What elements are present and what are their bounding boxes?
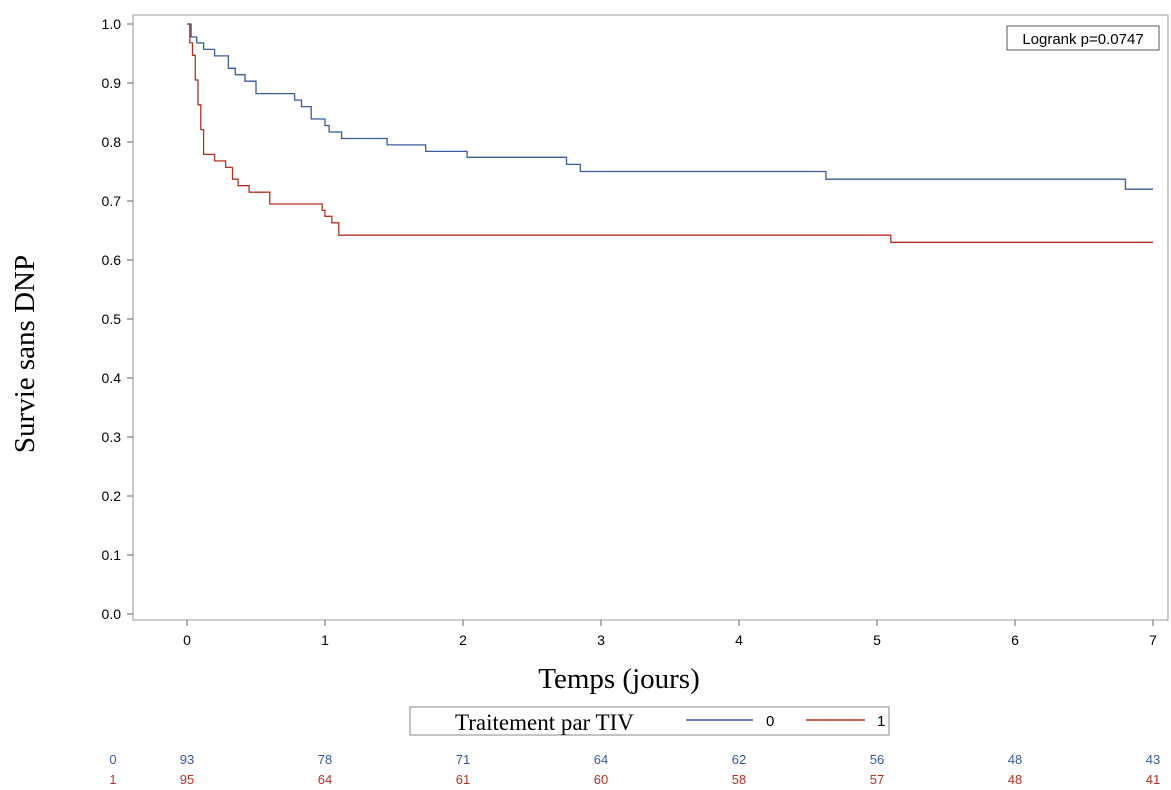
y-tick-label: 0.8 bbox=[102, 134, 122, 150]
y-tick-label: 0.9 bbox=[102, 75, 122, 91]
y-tick-label: 0.1 bbox=[102, 547, 122, 563]
x-tick-label: 5 bbox=[873, 632, 881, 648]
x-tick-label: 7 bbox=[1149, 632, 1157, 648]
risk-count: 48 bbox=[1008, 772, 1022, 787]
logrank-text: Logrank p=0.0747 bbox=[1022, 31, 1143, 48]
survival-curves bbox=[187, 23, 1153, 243]
risk-count: 95 bbox=[180, 772, 194, 787]
risk-count: 58 bbox=[732, 772, 746, 787]
legend: Traitement par TIV 0 1 bbox=[409, 706, 890, 736]
x-tick-label: 0 bbox=[183, 632, 191, 648]
risk-row-label: 1 bbox=[109, 772, 116, 787]
y-tick-label: 0.0 bbox=[102, 606, 122, 622]
risk-count: 57 bbox=[870, 772, 884, 787]
risk-count: 41 bbox=[1146, 772, 1160, 787]
risk-count: 64 bbox=[318, 772, 332, 787]
y-tick-label: 1.0 bbox=[102, 16, 122, 32]
plot-border bbox=[132, 14, 1169, 621]
y-tick-label: 0.5 bbox=[102, 311, 122, 327]
x-tick-label: 4 bbox=[735, 632, 743, 648]
y-tick-label: 0.7 bbox=[102, 193, 122, 209]
y-axis-title: Survie sans DNP bbox=[9, 255, 41, 453]
y-tick-label: 0.4 bbox=[102, 370, 122, 386]
risk-count: 64 bbox=[594, 752, 608, 767]
survival-curve-group-0 bbox=[187, 23, 1153, 190]
legend-box bbox=[409, 706, 890, 736]
survival-curve-group-1 bbox=[187, 23, 1153, 243]
risk-count: 60 bbox=[594, 772, 608, 787]
x-tick-label: 6 bbox=[1011, 632, 1019, 648]
risk-count: 71 bbox=[456, 752, 470, 767]
x-tick-label: 3 bbox=[597, 632, 605, 648]
y-tick-label: 0.2 bbox=[102, 488, 122, 504]
risk-count: 43 bbox=[1146, 752, 1160, 767]
number-at-risk-table: 0 93 78 71 64 62 56 48 43 1 95 64 61 60 58 57 48 41 bbox=[109, 752, 1160, 787]
logrank-annotation: Logrank p=0.0747 bbox=[1006, 25, 1160, 51]
x-tick-label: 2 bbox=[459, 632, 467, 648]
y-tick-label: 0.3 bbox=[102, 429, 122, 445]
plot-frame bbox=[132, 14, 1169, 621]
risk-count: 61 bbox=[456, 772, 470, 787]
risk-count: 48 bbox=[1008, 752, 1022, 767]
legend-label-0: 0 bbox=[766, 713, 774, 730]
risk-count: 78 bbox=[318, 752, 332, 767]
risk-row-label: 0 bbox=[109, 752, 116, 767]
x-axis-title: Temps (jours) bbox=[538, 663, 699, 695]
risk-count: 93 bbox=[180, 752, 194, 767]
x-axis: 0 1 2 3 4 5 6 7 bbox=[183, 620, 1157, 648]
legend-title: Traitement par TIV bbox=[455, 710, 634, 735]
y-tick-label: 0.6 bbox=[102, 252, 122, 268]
y-axis: 0.0 0.1 0.2 0.3 0.4 0.5 0.6 0.7 0.8 0.9 1.0 bbox=[102, 16, 133, 622]
risk-count: 62 bbox=[732, 752, 746, 767]
legend-label-1: 1 bbox=[877, 713, 885, 730]
risk-count: 56 bbox=[870, 752, 884, 767]
x-tick-label: 1 bbox=[321, 632, 329, 648]
